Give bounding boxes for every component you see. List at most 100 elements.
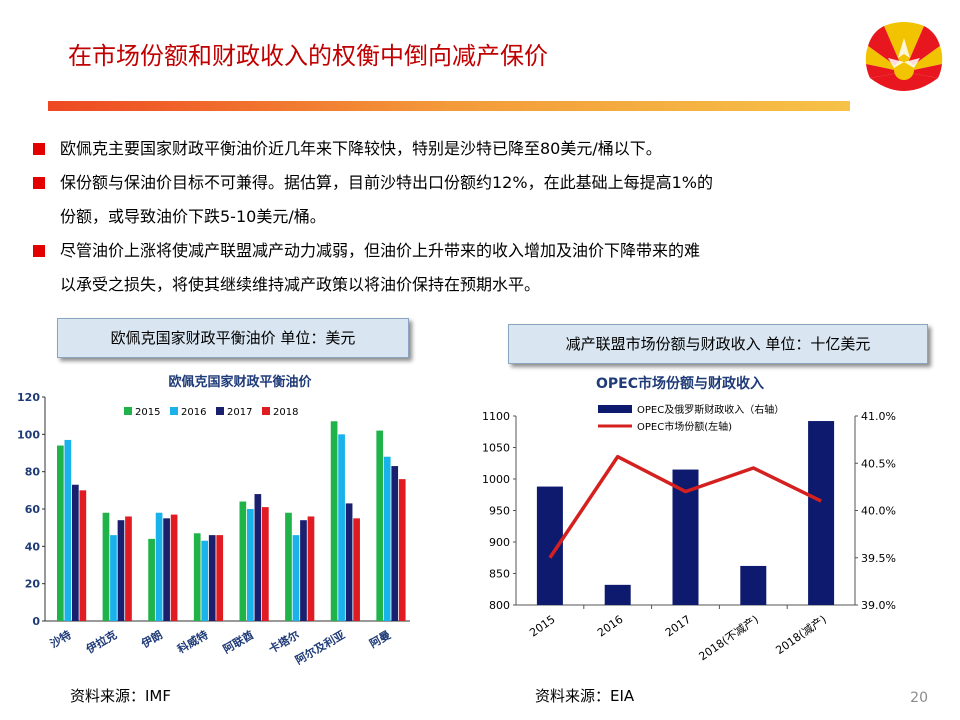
bar — [201, 540, 209, 621]
x-tick-label: 伊拉克 — [83, 627, 119, 656]
legend-label: OPEC及俄罗斯财政收入（右轴） — [637, 403, 784, 416]
y-tick-label: 40 — [25, 540, 41, 553]
bar — [64, 439, 72, 621]
bar — [208, 535, 216, 621]
legend-swatch — [262, 407, 270, 415]
bar — [239, 501, 247, 621]
x-tick-label: 阿曼 — [367, 627, 393, 650]
y-tick-label: 850 — [489, 568, 510, 581]
y-tick-label: 900 — [489, 536, 510, 549]
bullet-square-icon — [33, 143, 45, 155]
bullet-square-icon — [33, 245, 45, 257]
left-source-note: 资料来源：IMF — [70, 687, 171, 705]
y2-tick-label: 40.5% — [861, 457, 896, 470]
x-tick-label: 2017 — [663, 613, 693, 640]
bar — [155, 512, 163, 621]
bar — [391, 466, 399, 621]
bar — [292, 535, 300, 621]
y2-tick-label: 41.0% — [861, 410, 896, 423]
bullet-line: 保份额与保油价目标不可兼得。据估算，目前沙特出口份额约12%，在此基础上每提高1… — [60, 173, 713, 192]
bar — [57, 445, 64, 621]
bullet-square-icon — [33, 177, 45, 189]
x-tick-label: 伊朗 — [138, 627, 165, 651]
legend-swatch — [124, 407, 132, 415]
bar — [338, 434, 345, 621]
bar — [254, 494, 262, 621]
page-number: 20 — [910, 690, 928, 706]
right-source-note: 资料来源：EIA — [535, 687, 635, 705]
x-tick-label: 卡塔尔 — [266, 627, 302, 656]
bullet-line: 欧佩克主要国家财政平衡油价近几年来下降较快，特别是沙特已降至80美元/桶以下。 — [60, 139, 662, 158]
bar — [285, 512, 292, 621]
legend-label: 2016 — [181, 407, 206, 418]
bar — [148, 538, 155, 621]
x-tick-label: 科威特 — [175, 627, 211, 656]
legend-swatch — [216, 407, 224, 415]
y-tick-label: 20 — [25, 578, 41, 591]
bar — [163, 518, 170, 621]
y-tick-label: 60 — [25, 503, 41, 516]
y-tick-label: 800 — [489, 599, 510, 612]
opec-share-revenue-chart: OPEC市场份额与财政收入 OPEC及俄罗斯财政收入（右轴） OPEC市场份额(左轴… — [482, 375, 896, 663]
chart-legend: OPEC及俄罗斯财政收入（右轴） OPEC市场份额(左轴) — [598, 403, 784, 433]
legend-swatch — [170, 407, 178, 415]
page-title: 在市场份额和财政收入的权衡中倒向减产保价 — [68, 42, 548, 70]
legend-label: OPEC市场份额(左轴) — [637, 420, 732, 433]
legend-label: 2018 — [273, 407, 298, 418]
y2-tick-label: 40.0% — [861, 505, 896, 518]
bar — [72, 484, 79, 621]
bar — [117, 520, 125, 621]
bar — [110, 535, 117, 621]
y-tick-label: 950 — [489, 505, 510, 518]
bullet-item: 欧佩克主要国家财政平衡油价近几年来下降较快，特别是沙特已降至80美元/桶以下。 — [33, 132, 933, 166]
legend-swatch — [598, 405, 632, 413]
title-underline-bar — [48, 101, 850, 111]
bar — [300, 520, 307, 621]
chart-legend: 2015 2016 2017 2018 — [124, 407, 298, 418]
bar — [345, 503, 353, 621]
y-tick-label: 80 — [25, 466, 41, 479]
bar — [262, 507, 269, 621]
y-tick-label: 0 — [32, 615, 40, 628]
bar — [170, 514, 178, 621]
chart-title: 欧佩克国家财政平衡油价 — [168, 374, 312, 390]
line-series — [548, 454, 822, 559]
petrochina-logo — [865, 22, 943, 91]
y-tick-label: 1050 — [482, 442, 510, 455]
bullet-list: 欧佩克主要国家财政平衡油价近几年来下降较快，特别是沙特已降至80美元/桶以下。 … — [33, 132, 933, 302]
bar — [604, 584, 631, 605]
y2-tick-label: 39.5% — [861, 552, 896, 565]
bar — [383, 456, 391, 621]
bullet-line: 份额，或导致油价下跌5-10美元/桶。 — [60, 207, 326, 226]
bar — [740, 565, 767, 605]
logo-sun-rays — [865, 22, 943, 91]
y2-tick-label: 39.0% — [861, 599, 896, 612]
y-tick-label: 100 — [17, 428, 40, 441]
legend-label: 2017 — [227, 407, 252, 418]
bar — [125, 516, 132, 621]
bar — [216, 535, 224, 621]
bar — [398, 479, 406, 621]
bar — [102, 512, 110, 621]
right-chart-header: 减产联盟市场份额与财政收入 单位：十亿美元 — [508, 324, 928, 364]
y-tick-label: 120 — [17, 391, 40, 404]
bar — [376, 430, 384, 621]
bullet-line: 以承受之损失，将使其继续维持减产政策以将油价保持在预期水平。 — [60, 275, 541, 294]
bar — [808, 421, 835, 605]
bar — [307, 516, 315, 621]
x-tick-label: 2015 — [527, 613, 557, 640]
left-chart-header: 欧佩克国家财政平衡油价 单位：美元 — [57, 318, 409, 358]
bar — [193, 533, 201, 621]
bar — [353, 518, 360, 621]
x-tick-label: 沙特 — [47, 627, 73, 650]
bar — [79, 490, 87, 621]
chart-title: OPEC市场份额与财政收入 — [596, 375, 764, 392]
x-tick-label: 阿尔及利亚 — [293, 627, 348, 667]
x-tick-label: 2018(不减产) — [696, 612, 761, 663]
y-tick-label: 1000 — [482, 473, 510, 486]
x-tick-label: 2016 — [595, 613, 625, 640]
bullet-item: 保份额与保油价目标不可兼得。据估算，目前沙特出口份额约12%，在此基础上每提高1… — [33, 166, 933, 234]
legend-label: 2015 — [135, 407, 160, 418]
bar — [247, 509, 254, 621]
